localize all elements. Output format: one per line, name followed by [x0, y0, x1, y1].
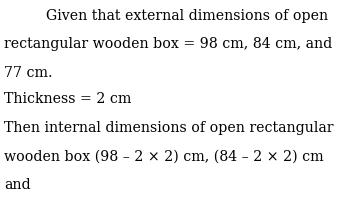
Text: Thickness = 2 cm: Thickness = 2 cm: [4, 92, 132, 106]
Text: Then internal dimensions of open rectangular: Then internal dimensions of open rectang…: [4, 121, 334, 135]
Text: Given that external dimensions of open: Given that external dimensions of open: [46, 9, 328, 23]
Text: and: and: [4, 178, 31, 192]
Text: 77 cm.: 77 cm.: [4, 66, 53, 80]
Text: rectangular wooden box = 98 cm, 84 cm, and: rectangular wooden box = 98 cm, 84 cm, a…: [4, 37, 333, 51]
Text: wooden box (98 – 2 × 2) cm, (84 – 2 × 2) cm: wooden box (98 – 2 × 2) cm, (84 – 2 × 2)…: [4, 150, 324, 164]
